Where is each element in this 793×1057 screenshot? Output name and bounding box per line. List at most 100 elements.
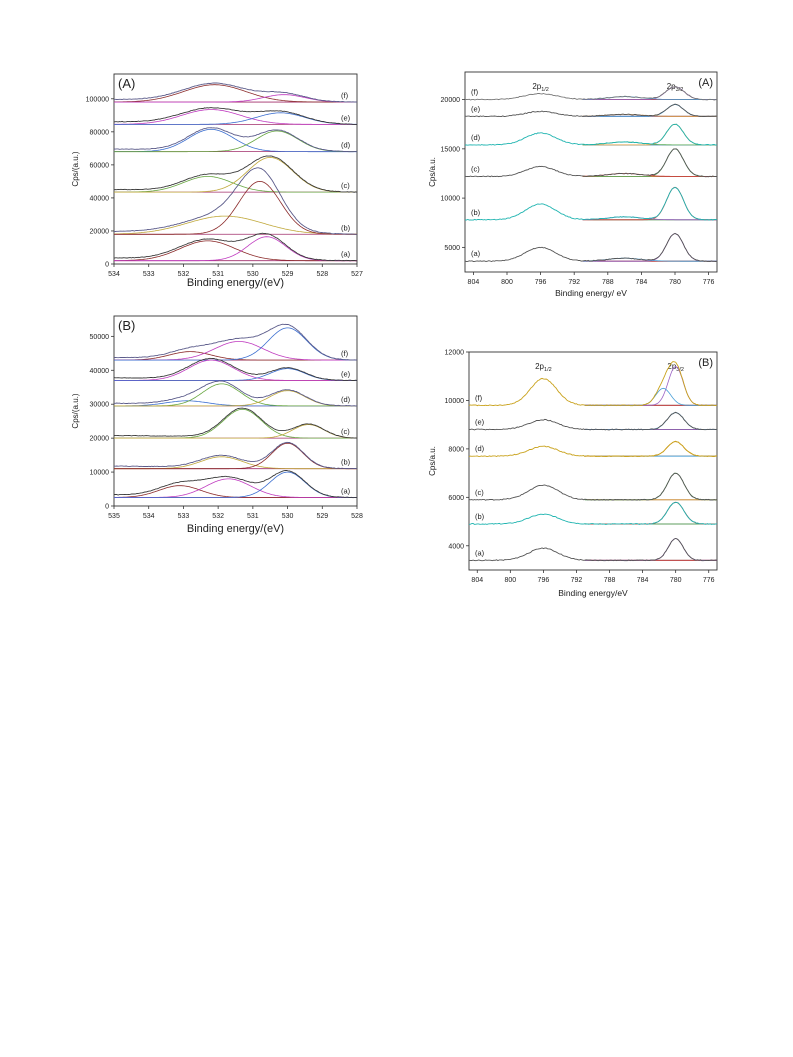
curve-label: (a): [471, 249, 481, 258]
curve-label: (b): [475, 512, 485, 521]
spectrum-trace: [113, 441, 358, 470]
component-peak: [114, 109, 357, 125]
component-peak: [584, 366, 717, 406]
spectrum-trace: [114, 82, 358, 103]
component-peak: [584, 538, 717, 561]
component-peak: [582, 104, 717, 117]
component-peak: [114, 327, 357, 361]
x-tick-label: 804: [468, 279, 480, 286]
curve-label: (d): [471, 133, 481, 142]
x-tick-label: 780: [669, 279, 681, 286]
curve-label: (e): [471, 104, 481, 113]
x-tick-label: 531: [212, 271, 224, 278]
y-tick-label: 20000: [90, 228, 110, 235]
component-peak: [582, 123, 717, 146]
curve-label: (e): [475, 418, 485, 427]
plot-frame: [464, 71, 718, 273]
panel-label: (A): [118, 76, 135, 91]
panel-label: (B): [118, 318, 135, 333]
cu2p-a-chart: 804 800 796 792 788 784 780 776 5000 10000 15000 20…: [428, 71, 718, 298]
y-tick-label: 12000: [445, 350, 465, 357]
y-tick-label: 40000: [90, 368, 110, 375]
x-tick-label: 784: [636, 279, 648, 286]
panel-label: (B): [698, 357, 713, 369]
y-axis-label: Cps/a.u.: [428, 446, 437, 476]
component-peak: [114, 408, 357, 439]
x-tick-label: 776: [703, 577, 715, 584]
spectrum-trace: [464, 148, 718, 178]
y-axis-label: Cps/(a.u.): [71, 151, 80, 186]
curve-label: (f): [471, 88, 479, 97]
curve-label: (e): [341, 113, 351, 122]
y-tick-label: 4000: [448, 543, 464, 550]
component-peak: [114, 442, 357, 470]
y-tick-label: 10000: [445, 398, 465, 405]
spectrum-trace: [114, 380, 358, 407]
spectrum-trace: [468, 440, 718, 458]
spectrum-trace: [113, 127, 358, 153]
x-tick-label: 535: [108, 513, 120, 520]
spectrum-trace: [113, 357, 358, 381]
x-tick-label: 532: [212, 513, 224, 520]
plot-frame: [468, 351, 718, 571]
y-tick-label: 60000: [90, 162, 110, 169]
x-tick-label: 530: [282, 513, 294, 520]
component-peak: [114, 94, 357, 103]
component-peak: [582, 148, 717, 177]
y-tick-label: 50000: [90, 334, 110, 341]
curve-label: (f): [341, 349, 349, 358]
o1s-a-chart: 534 533 532 531 530 529 528 527 0 20000 40000 60000…: [71, 73, 363, 289]
y-axis-label: Cps/a.u.: [428, 157, 437, 187]
y-tick-label: 100000: [86, 96, 109, 103]
x-tick-label: 796: [535, 279, 547, 286]
curve-label: (a): [341, 487, 351, 496]
component-peak: [582, 233, 717, 262]
x-tick-label: 800: [504, 577, 516, 584]
component-peak: [114, 176, 357, 193]
spectrum-trace: [464, 123, 718, 146]
curve-label: (c): [471, 164, 480, 173]
y-tick-label: 20000: [441, 97, 461, 104]
cu2p-b-chart: 804 800 796 792 788 784 780 776 4000 6000 8000 1000…: [428, 350, 718, 598]
y-axis-label: Cps/(a.u.): [71, 393, 80, 428]
x-tick-label: 796: [538, 577, 550, 584]
component-peak: [114, 240, 357, 262]
x-axis-label: Binding energy/ eV: [555, 288, 627, 298]
x-tick-label: 780: [670, 577, 682, 584]
panel-label: (A): [698, 77, 713, 89]
y-tick-label: 30000: [90, 402, 110, 409]
spectrum-trace: [113, 470, 357, 499]
curve-label: (c): [341, 427, 350, 436]
x-tick-label: 534: [108, 271, 120, 278]
spectrum-trace: [468, 501, 717, 525]
curve-label: (f): [341, 91, 349, 100]
curve-label: (b): [341, 458, 351, 467]
plot-frame: [113, 315, 358, 507]
x-tick-label: 531: [247, 513, 259, 520]
x-tick-label: 533: [143, 271, 155, 278]
y-tick-label: 15000: [441, 146, 461, 153]
x-tick-label: 800: [501, 279, 513, 286]
y-tick-label: 6000: [448, 495, 464, 502]
x-tick-label: 528: [316, 271, 328, 278]
spectrum-trace: [113, 167, 357, 235]
peak-label: 2p1/2: [535, 362, 552, 373]
x-tick-label: 792: [568, 279, 580, 286]
component-peak: [113, 128, 357, 153]
component-peak: [584, 387, 717, 406]
y-tick-label: 10000: [441, 196, 461, 203]
spectrum-trace: [464, 186, 718, 221]
y-tick-label: 80000: [90, 129, 110, 136]
x-tick-label: 527: [351, 271, 363, 278]
spectrum-trace: [468, 538, 718, 562]
component-peak: [584, 412, 717, 430]
curve-label: (b): [341, 223, 351, 232]
spectrum-trace: [113, 323, 357, 361]
x-tick-label: 532: [178, 271, 190, 278]
component-peak: [114, 180, 357, 235]
spectrum-trace: [464, 103, 718, 118]
curve-label: (d): [341, 141, 351, 150]
curve-label: (b): [471, 208, 481, 217]
component-peak: [114, 236, 357, 262]
x-tick-label: 788: [602, 279, 614, 286]
